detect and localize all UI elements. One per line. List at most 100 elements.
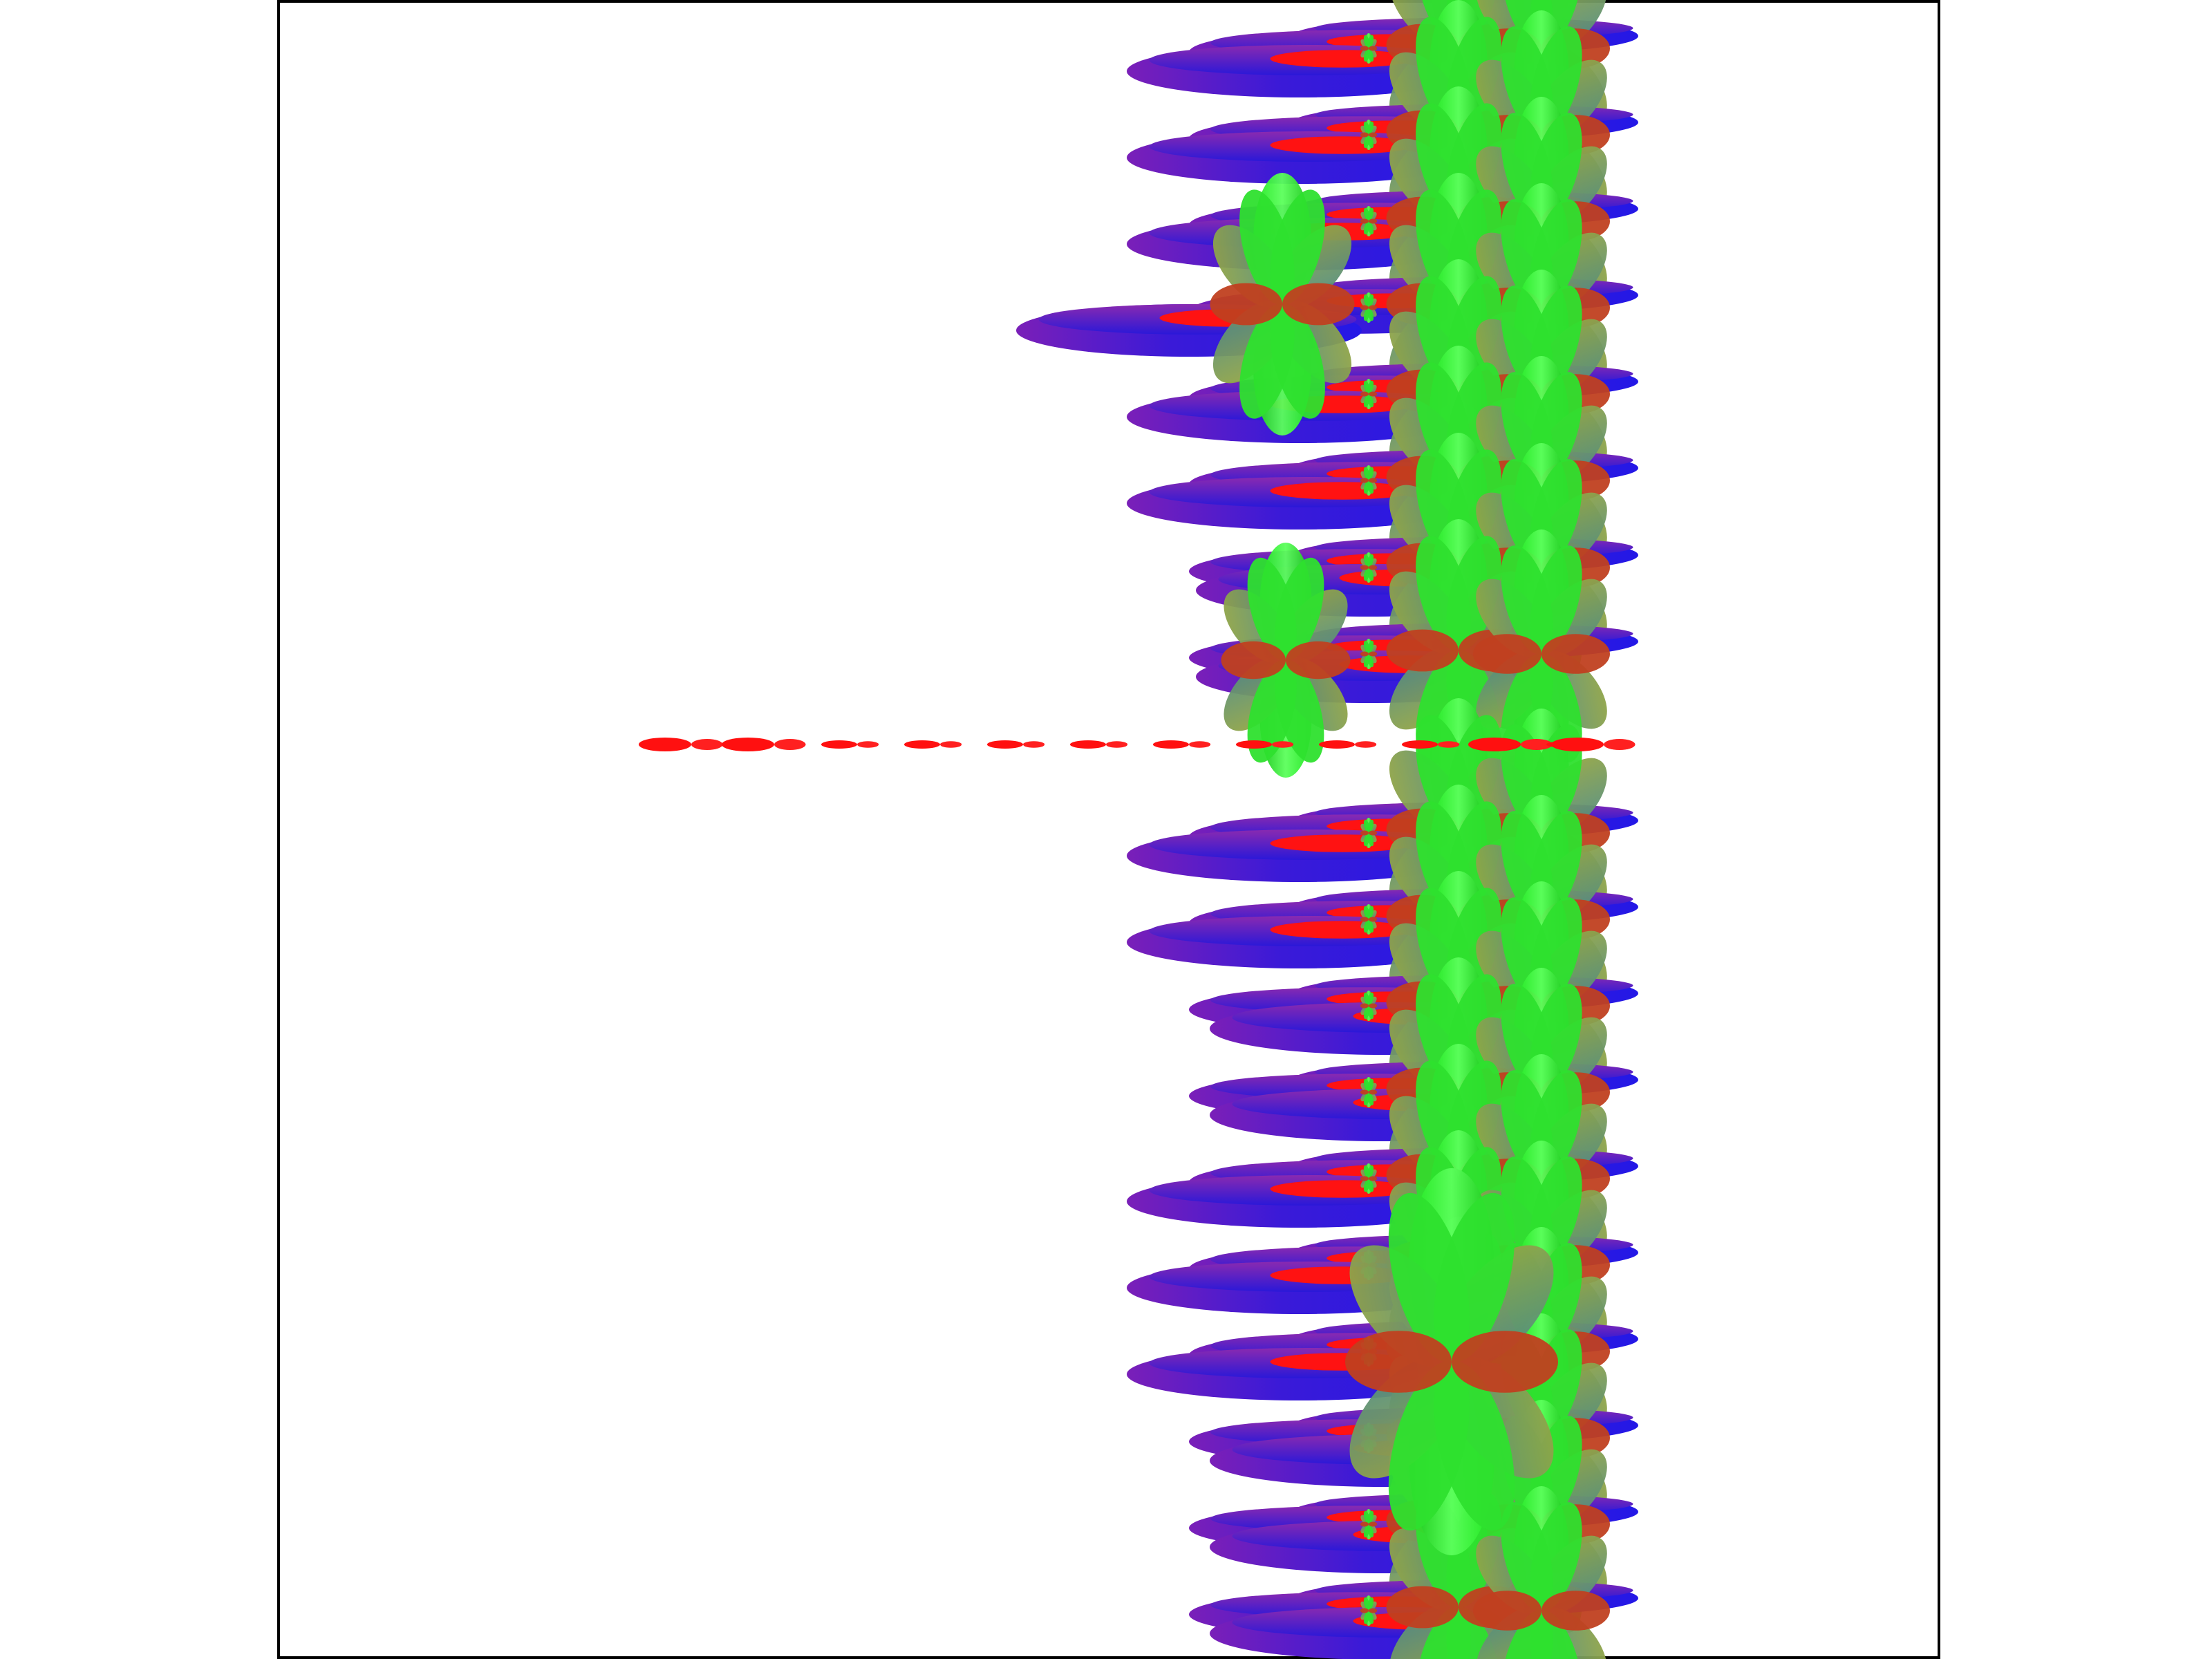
- flower-lobe: [1363, 1524, 1371, 1538]
- red-lobe-pair: [1468, 738, 1553, 751]
- flower-lobe: [1221, 641, 1286, 679]
- flower-lobe: [1360, 478, 1369, 483]
- flower-lobe: [1363, 1078, 1371, 1093]
- flower-lobe: [1363, 134, 1371, 149]
- red-lobe: [774, 739, 806, 750]
- flower-lobe: [1282, 283, 1355, 326]
- flower-lobe: [1363, 393, 1371, 408]
- red-lobe: [821, 740, 857, 749]
- flower-lobe: [1363, 221, 1371, 235]
- flower-glyph: [1386, 519, 1531, 782]
- red-lobe-pair: [722, 738, 806, 751]
- red-lobe-pair: [1319, 740, 1377, 749]
- flower-lobe: [1239, 303, 1295, 419]
- disc-red-cap: [1270, 136, 1416, 154]
- flower-lobe: [1363, 832, 1371, 847]
- red-lobe: [1521, 739, 1553, 750]
- flower-lobe: [1363, 1178, 1371, 1192]
- disc-glyph: [1127, 45, 1472, 97]
- red-lobe: [639, 738, 691, 751]
- disc-glyph: [1127, 131, 1472, 184]
- flower-lobe: [1363, 919, 1371, 933]
- flower-lobe: [1363, 554, 1371, 568]
- flower-lobe: [1368, 478, 1378, 483]
- flower-lobe: [1247, 557, 1297, 661]
- red-lobe: [722, 738, 774, 751]
- flower-lobe: [1247, 659, 1297, 763]
- red-lobe: [1189, 741, 1211, 748]
- flower-lobe: [1473, 1591, 1541, 1631]
- red-lobe-pair: [904, 740, 962, 749]
- flower-lobe: [1369, 917, 1378, 922]
- flower-glyph: [1345, 1168, 1558, 1555]
- plot-area-border: [277, 0, 1940, 1659]
- glyph-field: [639, 0, 1638, 1659]
- flower-lobe: [1363, 294, 1371, 308]
- flower-glyph: [1221, 543, 1351, 778]
- flower-glyph: [1360, 1509, 1378, 1539]
- flower-glyph: [1360, 1595, 1378, 1626]
- red-lobe-pair: [821, 740, 879, 749]
- disc-glyph: [1127, 830, 1472, 882]
- flower-lobe: [1286, 641, 1351, 679]
- red-lobe-pair: [1402, 740, 1460, 749]
- flower-lobe: [1363, 567, 1371, 581]
- flower-lobe: [1368, 46, 1378, 51]
- flower-lobe: [1363, 380, 1371, 395]
- flower-glyph: [1360, 818, 1378, 848]
- flower-lobe: [1501, 1610, 1553, 1659]
- flower-glyph: [1360, 552, 1378, 583]
- flower-lobe: [1541, 1591, 1610, 1631]
- red-lobe: [644, 742, 663, 747]
- disc-glyph: [1127, 916, 1472, 968]
- flower-lobe: [1541, 634, 1610, 674]
- flower-lobe: [1363, 1510, 1371, 1525]
- flower-glyph: [1360, 904, 1378, 935]
- red-lobe: [1272, 741, 1294, 748]
- flower-lobe: [1360, 1176, 1369, 1181]
- flower-lobe: [1363, 653, 1371, 668]
- flower-lobe: [1360, 1608, 1369, 1613]
- flower-lobe: [1360, 1089, 1369, 1095]
- red-lobe: [1236, 740, 1272, 749]
- flower-lobe: [1388, 1361, 1470, 1531]
- red-lobe: [987, 740, 1023, 749]
- flower-lobe: [1360, 1521, 1369, 1527]
- flower-lobe: [1360, 917, 1369, 922]
- flower-lobe: [1345, 1331, 1452, 1393]
- flower-lobe: [1368, 565, 1378, 570]
- flower-glyph: [1360, 120, 1378, 150]
- red-lobe: [1355, 741, 1377, 748]
- flower-lobe: [1363, 1597, 1371, 1611]
- flower-lobe: [1368, 651, 1378, 657]
- flower-lobe: [1368, 218, 1378, 224]
- flower-lobe: [1363, 1091, 1371, 1106]
- red-lobe: [1604, 739, 1635, 750]
- red-lobe-pair: [1153, 740, 1211, 749]
- flower-glyph: [1360, 33, 1378, 64]
- flower-lobe: [1386, 629, 1459, 672]
- red-lobe: [1551, 738, 1604, 751]
- flower-lobe: [1416, 1606, 1471, 1659]
- flower-lobe: [1369, 1608, 1378, 1613]
- flower-lobe: [1360, 391, 1369, 397]
- flower-lobe: [1210, 283, 1282, 326]
- flower-lobe: [1360, 218, 1369, 224]
- flower-lobe: [1416, 536, 1471, 651]
- flower-lobe: [1386, 1586, 1459, 1629]
- flower-lobe: [1363, 480, 1371, 494]
- flower-lobe: [1368, 391, 1378, 397]
- flower-lobe: [1369, 1176, 1378, 1181]
- red-lobe: [940, 741, 962, 748]
- flower-glyph: [1360, 1077, 1378, 1107]
- disc-red-cap: [1270, 1180, 1416, 1198]
- red-lobe-pair: [1236, 740, 1294, 749]
- red-lobe: [1468, 738, 1521, 751]
- disc-red-cap: [1270, 921, 1416, 939]
- red-lobe: [691, 739, 723, 750]
- flower-lobe: [1363, 121, 1371, 135]
- flower-glyph: [1360, 465, 1378, 496]
- flower-lobe: [1501, 545, 1553, 655]
- flower-lobe: [1363, 48, 1371, 62]
